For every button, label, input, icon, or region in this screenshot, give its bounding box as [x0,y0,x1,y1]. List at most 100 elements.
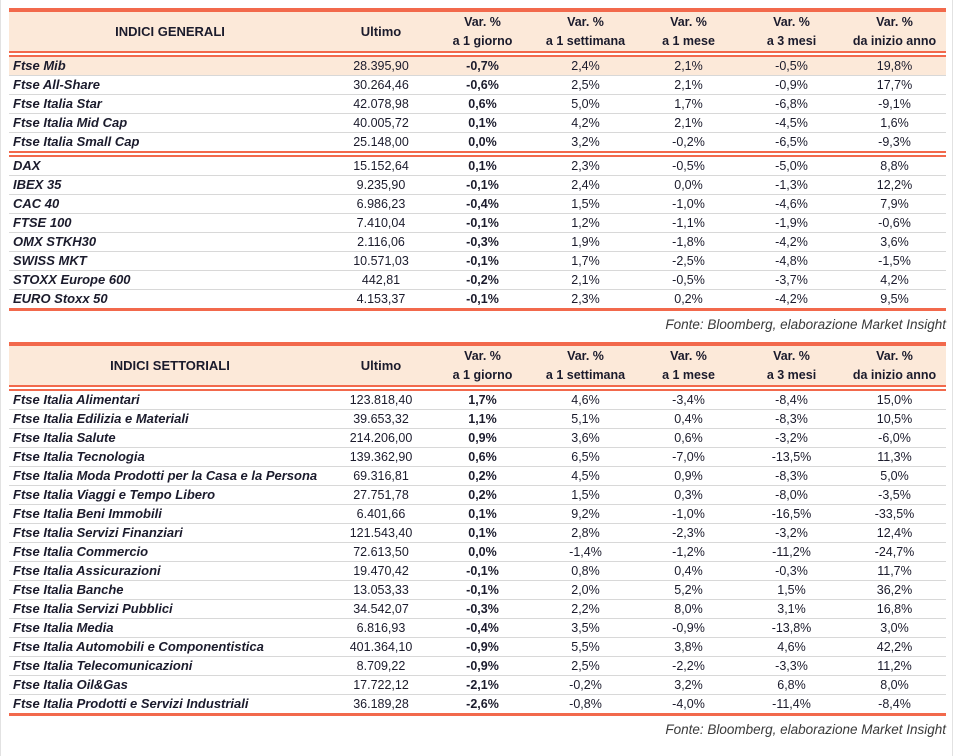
var-header-top: Var. % [876,14,913,29]
var-value-inizio-anno: -6,0% [843,428,946,448]
var-value-1-mese: 3,2% [637,675,740,695]
row-group-1: Ftse Italia Alimentari 123.818,40 1,7% 4,6%… [9,388,946,716]
var-value-1-giorno: 0,1% [431,113,534,133]
table-row: IBEX 35 9.235,90 -0,1% 2,4% 0,0% -1,3% 12,2% [9,175,946,195]
var-value-1-mese: 1,7% [637,94,740,114]
var-value-inizio-anno: 36,2% [843,580,946,600]
var-value-inizio-anno: 1,6% [843,113,946,133]
table-row: Ftse Italia Tecnologia 139.362,90 0,6% 6,5%… [9,447,946,467]
var-value-inizio-anno: 11,3% [843,447,946,467]
var-value-inizio-anno: -24,7% [843,542,946,562]
var-value-inizio-anno: 5,0% [843,466,946,486]
table-row: Ftse Italia Assicurazioni 19.470,42 -0,1% 0… [9,561,946,581]
row-label: Ftse Italia Telecomunicazioni [9,656,331,676]
row-label: Ftse Italia Banche [9,580,331,600]
var-value-1-settimana: 4,5% [534,466,637,486]
var-value-1-giorno: -0,1% [431,289,534,311]
ultimo-value: 7.410,04 [331,213,431,233]
ultimo-value: 6.986,23 [331,194,431,214]
var-value-1-giorno: 1,1% [431,409,534,429]
var-value-inizio-anno: 3,0% [843,618,946,638]
var-value-1-mese: -2,5% [637,251,740,271]
row-label: Ftse Italia Commercio [9,542,331,562]
row-label: Ftse Italia Alimentari [9,388,331,410]
var-value-3-mesi: -11,4% [740,694,843,716]
var-value-3-mesi: -5,0% [740,154,843,176]
var-value-1-settimana: -0,2% [534,675,637,695]
ultimo-value: 9.235,90 [331,175,431,195]
table-header: INDICI GENERALI Ultimo Var. % a 1 giorno Var… [9,10,946,57]
table-row: Ftse Italia Small Cap 25.148,00 0,0% 3,2% -0… [9,132,946,157]
var-value-1-mese: -1,2% [637,542,740,562]
ultimo-value: 27.751,78 [331,485,431,505]
var-header-top: Var. % [876,348,913,363]
table-row: Ftse Italia Oil&Gas 17.722,12 -2,1% -0,2% 3,… [9,675,946,695]
var-header-top: Var. % [464,14,501,29]
var-value-1-giorno: -0,9% [431,656,534,676]
var-value-1-giorno: -0,1% [431,175,534,195]
ultimo-value: 42.078,98 [331,94,431,114]
row-label: Ftse Italia Moda Prodotti per la Casa e … [9,466,331,486]
var-value-1-mese: 0,6% [637,428,740,448]
column-header-var-3-mesi: Var. % a 3 mesi [740,344,843,391]
var-value-1-mese: -7,0% [637,447,740,467]
var-value-1-giorno: -0,6% [431,75,534,95]
var-value-1-settimana: 5,0% [534,94,637,114]
row-label: IBEX 35 [9,175,331,195]
var-value-inizio-anno: 42,2% [843,637,946,657]
var-value-3-mesi: -6,8% [740,94,843,114]
var-value-1-giorno: -0,4% [431,618,534,638]
ultimo-value: 25.148,00 [331,132,431,157]
var-value-1-settimana: 1,5% [534,485,637,505]
var-value-1-mese: 2,1% [637,54,740,76]
ultimo-value: 2.116,06 [331,232,431,252]
table-row: SWISS MKT 10.571,03 -0,1% 1,7% -2,5% -4,8% -1,… [9,251,946,271]
var-value-1-settimana: 2,5% [534,75,637,95]
var-value-1-giorno: 0,9% [431,428,534,448]
var-value-1-settimana: 3,2% [534,132,637,157]
var-value-1-mese: -2,2% [637,656,740,676]
table-row: Ftse Italia Commercio 72.613,50 0,0% -1,4% -… [9,542,946,562]
var-value-1-settimana: 3,5% [534,618,637,638]
var-value-1-mese: 3,8% [637,637,740,657]
column-header-ultimo: Ultimo [331,10,431,57]
var-value-1-giorno: -0,1% [431,561,534,581]
table-row: Ftse Italia Edilizia e Materiali 39.653,3… [9,409,946,429]
var-value-inizio-anno: 8,8% [843,154,946,176]
column-header-var-1-giorno: Var. % a 1 giorno [431,10,534,57]
row-group-1: Ftse Mib 28.395,90 -0,7% 2,4% 2,1% -0,5% 19,8%… [9,54,946,157]
row-label: Ftse Italia Viaggi e Tempo Libero [9,485,331,505]
var-value-3-mesi: -8,3% [740,466,843,486]
ultimo-value: 40.005,72 [331,113,431,133]
var-value-3-mesi: -1,9% [740,213,843,233]
var-value-1-mese: 8,0% [637,599,740,619]
var-value-inizio-anno: 10,5% [843,409,946,429]
row-label: CAC 40 [9,194,331,214]
ultimo-value: 4.153,37 [331,289,431,311]
table-row: Ftse Italia Mid Cap 40.005,72 0,1% 4,2% 2,1%… [9,113,946,133]
var-value-1-settimana: 2,3% [534,289,637,311]
header-row: INDICI SETTORIALI Ultimo Var. % a 1 giorno V… [9,344,946,391]
var-value-3-mesi: -4,6% [740,194,843,214]
ultimo-value: 30.264,46 [331,75,431,95]
table-row: Ftse Italia Viaggi e Tempo Libero 27.751,… [9,485,946,505]
table-row: Ftse Italia Star 42.078,98 0,6% 5,0% 1,7% -6,… [9,94,946,114]
var-value-1-giorno: -2,6% [431,694,534,716]
var-value-inizio-anno: -9,1% [843,94,946,114]
var-value-1-giorno: 0,6% [431,94,534,114]
var-value-3-mesi: 1,5% [740,580,843,600]
var-value-3-mesi: -8,0% [740,485,843,505]
var-value-1-settimana: 6,5% [534,447,637,467]
var-value-3-mesi: -4,2% [740,289,843,311]
var-value-1-settimana: 2,3% [534,154,637,176]
column-header-var-1-mese: Var. % a 1 mese [637,10,740,57]
var-value-3-mesi: -0,5% [740,54,843,76]
var-value-3-mesi: -8,4% [740,388,843,410]
row-label: Ftse Italia Media [9,618,331,638]
var-value-1-giorno: 0,6% [431,447,534,467]
var-value-1-giorno: -0,1% [431,251,534,271]
var-value-3-mesi: -1,3% [740,175,843,195]
row-label: Ftse Italia Assicurazioni [9,561,331,581]
var-value-1-mese: -0,5% [637,154,740,176]
